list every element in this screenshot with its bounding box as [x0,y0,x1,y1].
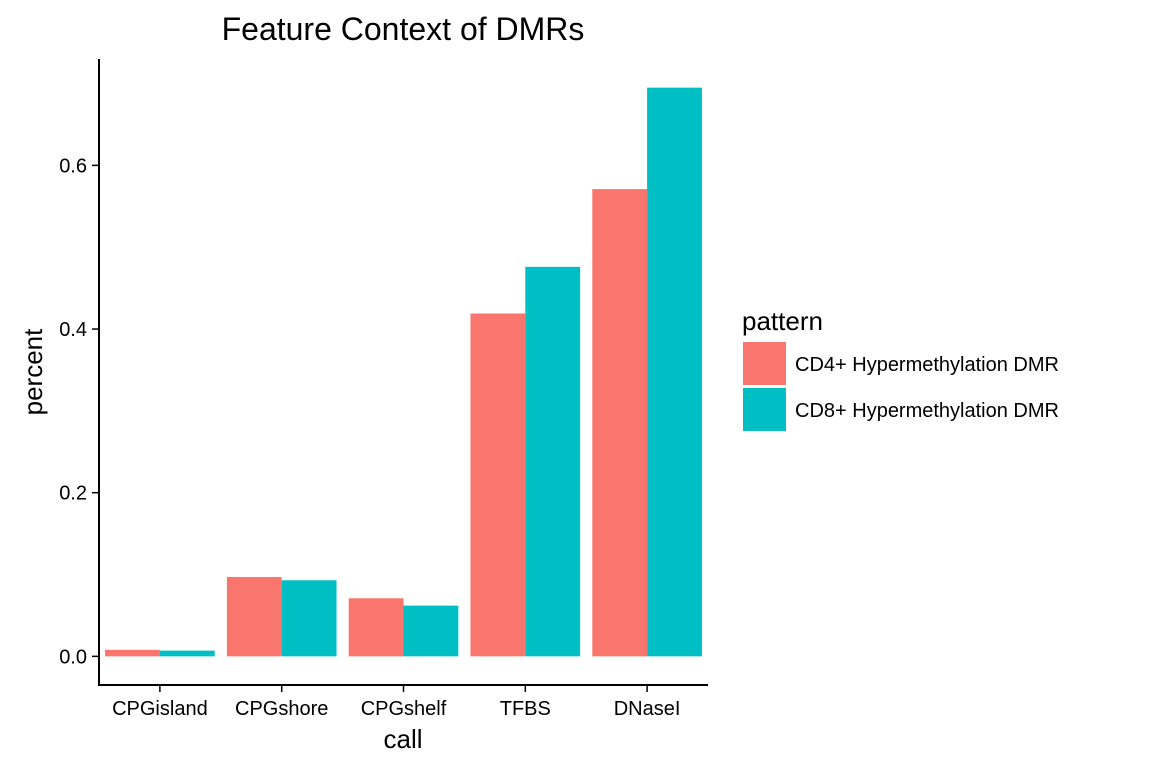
chart-title: Feature Context of DMRs [222,11,585,47]
y-tick-label: 0.6 [59,155,87,177]
y-tick-label: 0.4 [59,319,87,341]
legend-key-2 [743,388,786,431]
x-tick-label: CPGshelf [361,698,447,720]
x-ticks-group: CPGisland CPGshore CPGshelf TFBS DNaseI [112,685,680,720]
bar-cpgshelf-series-2 [403,605,459,657]
bar-cpgshelf-series-1 [348,598,404,657]
x-tick-label: CPGshore [235,698,328,720]
bar-cpgshore-series-2 [281,580,337,657]
bar-cpgisland-series-2 [159,650,215,657]
bar-dnasei-series-1 [592,189,648,657]
legend: pattern CD4+ Hypermethylation DMR CD8+ Hy… [742,306,1059,431]
x-axis-title: call [383,724,422,754]
bars-group [105,87,702,657]
x-tick-label: CPGisland [112,698,208,720]
x-tick-label: TFBS [500,698,551,720]
legend-label-2: CD8+ Hypermethylation DMR [795,400,1059,422]
y-tick-label: 0.2 [59,483,87,505]
legend-key-1 [743,342,786,385]
y-ticks-group: 0.0 0.2 0.4 0.6 [59,155,99,668]
bar-tfbs-series-1 [470,313,526,657]
y-axis-title: percent [18,328,48,415]
bar-dnasei-series-2 [647,87,702,657]
bar-cpgshore-series-1 [226,576,282,657]
bar-tfbs-series-2 [525,266,581,657]
y-tick-label: 0.0 [59,646,87,668]
bar-cpgisland-series-1 [105,649,160,657]
legend-label-1: CD4+ Hypermethylation DMR [795,354,1059,376]
legend-title: pattern [742,306,823,336]
x-tick-label: DNaseI [614,698,681,720]
